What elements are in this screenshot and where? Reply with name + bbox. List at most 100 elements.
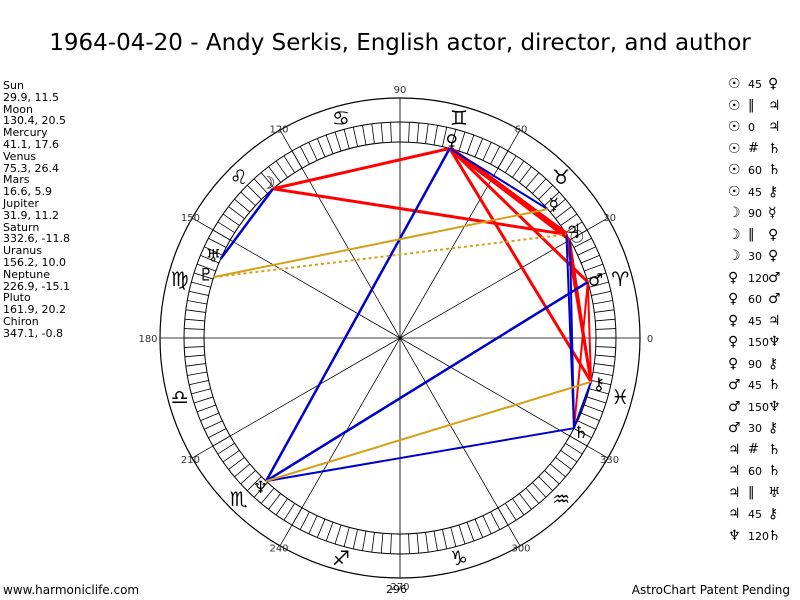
degree-tick xyxy=(595,328,616,330)
zodiac-sign-icon: ♍ xyxy=(171,267,189,291)
degree-tick xyxy=(595,318,616,322)
degree-tick xyxy=(584,404,604,413)
aspect-symbol: 45 xyxy=(748,508,762,521)
aspect-symbol: 45 xyxy=(748,314,762,328)
degree-tick xyxy=(184,354,205,358)
aspect-planet-1: ♀ xyxy=(728,269,739,286)
degree-tick xyxy=(246,476,262,492)
aspect-symbol: 120 xyxy=(748,529,769,543)
aspect-line xyxy=(272,187,567,236)
aspect-planet-2: ♀ xyxy=(768,76,779,92)
aspect-planet-2: ♃ xyxy=(768,119,781,135)
aspect-symbol: 60 xyxy=(748,293,762,306)
degree-tick xyxy=(390,122,392,143)
degree-tick xyxy=(222,213,240,226)
planet-values: 16.6, 5.9 xyxy=(3,185,52,199)
degree-tick xyxy=(504,155,517,173)
degree-tick xyxy=(283,503,296,521)
degree-label: 180 xyxy=(138,334,157,345)
planet-values: 347.1, -0.8 xyxy=(3,326,63,340)
degree-label: 90 xyxy=(394,85,407,96)
aspect-planet-1: ☉ xyxy=(728,97,741,114)
degree-tick xyxy=(532,178,547,194)
degree-tick xyxy=(196,404,216,413)
aspect-symbol: ‖ xyxy=(748,484,755,500)
degree-tick xyxy=(371,123,375,144)
degree-tick xyxy=(591,380,611,386)
planet-name: Neptune xyxy=(3,267,51,281)
degree-tick xyxy=(433,530,438,551)
degree-tick xyxy=(200,412,220,422)
aspect-planet-2: ⚷ xyxy=(768,355,779,372)
aspect-planet-2: ♄ xyxy=(768,463,781,479)
zodiac-sign-icon: ♋ xyxy=(332,106,350,130)
degree-tick xyxy=(208,428,227,439)
degree-tick xyxy=(589,388,609,395)
degree-tick xyxy=(352,529,358,549)
aspect-line xyxy=(264,147,451,482)
degree-label: 120 xyxy=(269,124,288,135)
aspect-planet-2: ⚷ xyxy=(768,420,779,436)
aspect-symbol: 90 xyxy=(748,357,762,371)
planet-glyph-icon: ♃ xyxy=(566,221,581,241)
degree-tick xyxy=(544,470,560,485)
planet-glyph-icon: ♂ xyxy=(588,271,603,291)
planet-name: Sun xyxy=(3,79,24,92)
aspect-symbol: # xyxy=(748,441,759,457)
degree-tick xyxy=(217,221,235,234)
aspect-symbol: 120 xyxy=(748,271,769,285)
aspect-planet-1: ☽ xyxy=(728,226,741,243)
degree-label: 240 xyxy=(269,544,288,555)
aspect-planet-2: ♆ xyxy=(768,398,781,415)
aspect-planet-2: ♃ xyxy=(768,312,781,329)
aspect-line xyxy=(272,146,451,191)
degree-tick xyxy=(549,198,566,213)
aspect-planet-1: ☽ xyxy=(728,248,741,264)
degree-tick xyxy=(586,272,607,280)
degree-tick xyxy=(586,396,607,404)
degree-tick xyxy=(325,134,334,154)
degree-tick xyxy=(228,206,245,220)
planet-glyph-icon: ♇ xyxy=(198,266,213,286)
aspect-planet-2: ♃ xyxy=(768,97,781,114)
aspect-planet-1: ♃ xyxy=(728,463,741,479)
degree-tick xyxy=(268,493,282,510)
aspect-planet-1: ♃ xyxy=(728,506,741,522)
aspect-planet-1: ♀ xyxy=(728,312,739,329)
degree-tick xyxy=(299,146,310,165)
zodiac-sign-icon: ♎ xyxy=(171,385,189,409)
planet-name: Uranus xyxy=(3,244,42,258)
degree-tick xyxy=(425,532,429,553)
aspect-planet-2: ♀ xyxy=(768,226,779,243)
degree-tick xyxy=(184,328,205,330)
degree-tick xyxy=(433,125,438,146)
degree-tick xyxy=(343,527,350,547)
degree-tick xyxy=(234,198,251,213)
aspect-line xyxy=(219,187,274,260)
aspect-line xyxy=(213,208,548,279)
degree-tick xyxy=(560,213,578,226)
planet-position-list: Sun 29.9, 11.5 Moon 130.4, 20.5 Mercury 41.1,… xyxy=(3,80,70,340)
aspect-symbol: 45 xyxy=(748,379,762,392)
aspect-planet-2: ♂ xyxy=(768,291,781,307)
degree-tick xyxy=(573,237,592,248)
aspect-symbol: # xyxy=(748,140,759,156)
degree-tick xyxy=(204,246,223,256)
degree-tick xyxy=(450,527,457,547)
degree-tick xyxy=(580,412,600,422)
planet-name: Jupiter xyxy=(3,196,39,210)
degree-label: 150 xyxy=(181,213,200,224)
planet-glyph-icon: ☽ xyxy=(260,174,275,194)
planet-values: 41.1, 17.6 xyxy=(3,137,59,151)
planet-values: 226.9, -15.1 xyxy=(3,279,70,293)
zodiac-sign-icon: ♒ xyxy=(552,487,570,511)
degree-tick xyxy=(222,450,240,463)
degree-label: 300 xyxy=(511,544,530,555)
degree-tick xyxy=(217,442,235,455)
aspect-line xyxy=(573,281,589,429)
aspect-symbol: 45 xyxy=(748,185,762,199)
degree-tick xyxy=(408,122,410,143)
aspect-planet-1: ♂ xyxy=(728,377,741,393)
footer-website[interactable]: www.harmoniclife.com xyxy=(3,583,140,597)
